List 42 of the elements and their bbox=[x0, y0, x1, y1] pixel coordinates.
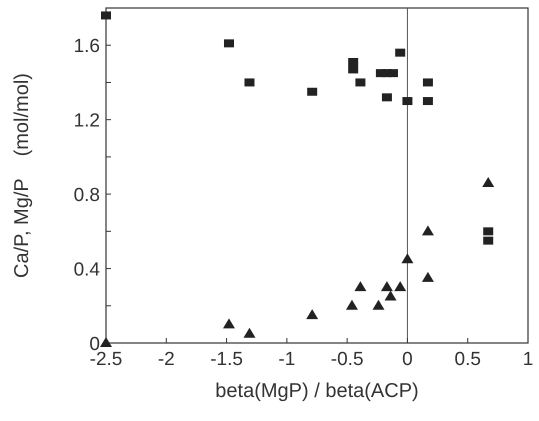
point bbox=[372, 300, 384, 310]
point bbox=[384, 290, 397, 300]
x-tick-label: 0.5 bbox=[454, 349, 481, 370]
point bbox=[244, 78, 254, 86]
point bbox=[348, 58, 358, 66]
point bbox=[224, 39, 234, 48]
y-tick-label: 1.2 bbox=[74, 110, 100, 132]
point bbox=[422, 225, 434, 236]
point bbox=[348, 65, 358, 74]
point bbox=[402, 97, 412, 106]
point bbox=[355, 78, 366, 86]
point bbox=[388, 69, 398, 78]
point bbox=[100, 337, 112, 347]
y-axis-title: Ca/P, Mg/P (mol/mol) bbox=[11, 73, 33, 278]
point bbox=[354, 281, 366, 292]
point bbox=[222, 318, 235, 328]
point bbox=[422, 97, 433, 106]
x-tick-label: -2 bbox=[158, 349, 175, 370]
x-tick-label: -1.5 bbox=[210, 349, 243, 370]
point bbox=[483, 227, 494, 236]
point bbox=[401, 253, 414, 264]
point bbox=[394, 281, 406, 292]
point bbox=[243, 328, 256, 338]
x-tick-label: -1 bbox=[278, 349, 296, 370]
point bbox=[422, 272, 434, 282]
x-axis-title: beta(MgP) / beta(ACP) bbox=[215, 380, 419, 402]
x-tick-label: -0.5 bbox=[330, 349, 364, 370]
point bbox=[483, 236, 494, 245]
y-tick-label: 0.4 bbox=[74, 260, 100, 281]
y-tick-label: 0.8 bbox=[74, 185, 100, 206]
point bbox=[395, 48, 406, 57]
point bbox=[382, 93, 392, 102]
x-tick-label: 1 bbox=[522, 349, 534, 370]
x-tick-label: 0 bbox=[402, 349, 413, 370]
y-tick-label: 1.6 bbox=[74, 36, 100, 58]
point bbox=[482, 176, 494, 187]
point bbox=[307, 88, 318, 96]
point bbox=[422, 78, 433, 86]
point bbox=[380, 281, 393, 292]
point bbox=[101, 11, 111, 20]
point bbox=[346, 300, 358, 310]
point bbox=[306, 309, 318, 320]
